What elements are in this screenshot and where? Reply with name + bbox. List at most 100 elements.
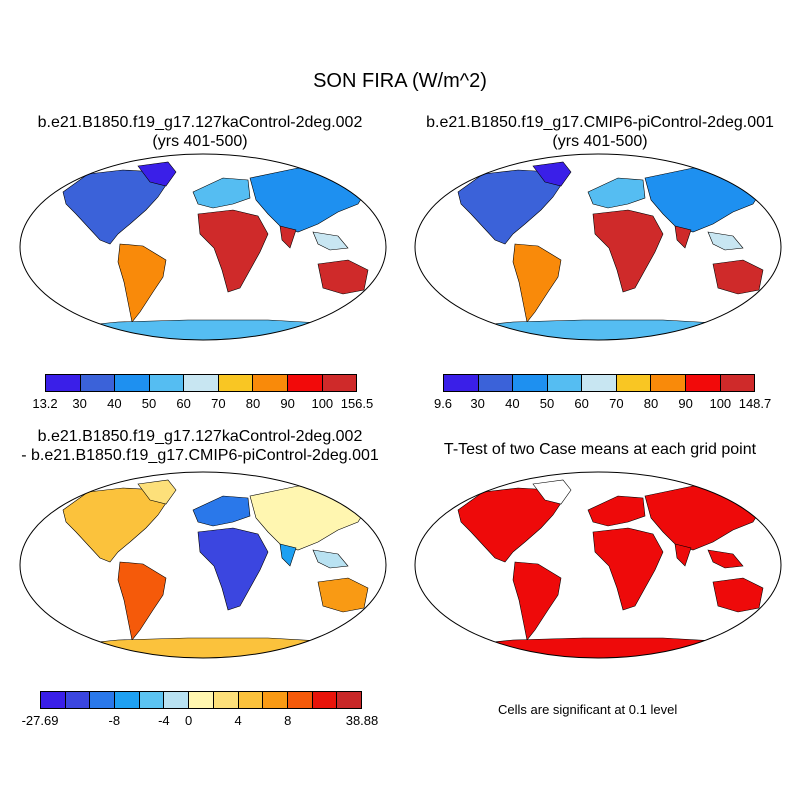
colorbar-label: 30 xyxy=(72,396,87,411)
panel3-title-line1: b.e21.B1850.f19_g17.127kaControl-2deg.00… xyxy=(37,428,363,445)
landmass-greenland xyxy=(137,479,177,505)
colorbar-swatch xyxy=(312,692,338,708)
landmass-europe xyxy=(587,495,646,527)
map-outline xyxy=(19,471,387,659)
panel3-colorbar xyxy=(40,691,362,709)
colorbar-label: 38.88 xyxy=(345,713,379,728)
colorbar-label: 9.6 xyxy=(433,396,453,411)
colorbar-label: 50 xyxy=(141,396,157,411)
colorbar-swatch xyxy=(65,692,91,708)
landmass-northAmerica xyxy=(457,169,564,245)
landmass-southAmerica xyxy=(117,243,167,323)
colorbar-swatch xyxy=(213,692,239,708)
panel1-title-line2: (yrs 401-500) xyxy=(152,133,248,150)
landmass-asia xyxy=(249,167,369,233)
map-outline xyxy=(414,471,782,659)
landmass-africa xyxy=(197,209,269,293)
landmass-northAmerica xyxy=(62,169,169,245)
landmass-southAmerica xyxy=(117,561,167,641)
map-outline xyxy=(19,153,387,341)
colorbar-label: -27.69 xyxy=(21,713,59,728)
colorbar-label: 40 xyxy=(107,396,122,411)
landmass-asia xyxy=(644,485,764,551)
colorbar-label: 4 xyxy=(234,713,242,728)
landmass-seAsia xyxy=(312,231,349,251)
landmass-australia xyxy=(317,259,369,295)
landmass-africa xyxy=(197,527,269,611)
panel2-map xyxy=(414,153,782,341)
landmass-greenland xyxy=(137,161,177,187)
colorbar-label: 100 xyxy=(311,396,334,411)
panel2-title-line1: b.e21.B1850.f19_g17.CMIP6-piControl-2deg… xyxy=(426,114,774,131)
colorbar-swatch xyxy=(685,375,721,391)
landmass-europe xyxy=(587,177,646,209)
panel1-map xyxy=(19,153,387,341)
panel4-title: T-Test of two Case means at each grid po… xyxy=(443,441,757,458)
colorbar-swatch xyxy=(616,375,652,391)
colorbar-swatch xyxy=(218,375,254,391)
colorbar-label: 148.7 xyxy=(738,396,772,411)
landmass-asia xyxy=(644,167,764,233)
landmass-seAsia xyxy=(707,231,744,251)
colorbar-swatch xyxy=(651,375,686,391)
landmass-india xyxy=(674,225,692,249)
landmass-europe xyxy=(192,495,251,527)
colorbar-swatch xyxy=(720,375,755,391)
colorbar-label: 100 xyxy=(709,396,732,411)
colorbar-label: 60 xyxy=(574,396,589,411)
colorbar-label: 40 xyxy=(505,396,520,411)
colorbar-label: 156.5 xyxy=(340,396,374,411)
colorbar-swatch xyxy=(337,692,361,708)
landmass-northAmerica xyxy=(457,487,564,563)
panel1-title-line1: b.e21.B1850.f19_g17.127kaControl-2deg.00… xyxy=(37,114,363,131)
colorbar-swatch xyxy=(46,375,81,391)
colorbar-label: 80 xyxy=(245,396,261,411)
colorbar-label: -8 xyxy=(108,713,121,728)
colorbar-swatch xyxy=(478,375,514,391)
colorbar-swatch xyxy=(238,692,264,708)
landmass-africa xyxy=(592,209,664,293)
panel1-colorbar xyxy=(45,374,357,392)
landmass-greenland xyxy=(532,479,572,505)
colorbar-swatch xyxy=(253,375,288,391)
colorbar-label: 30 xyxy=(470,396,485,411)
colorbar-swatch xyxy=(322,375,357,391)
colorbar-swatch xyxy=(582,375,617,391)
colorbar-swatch xyxy=(513,375,548,391)
colorbar-swatch xyxy=(444,375,479,391)
panel2-colorbar xyxy=(443,374,755,392)
landmass-southAmerica xyxy=(512,243,562,323)
colorbar-label: 70 xyxy=(211,396,226,411)
landmass-australia xyxy=(712,577,764,613)
colorbar-label: 50 xyxy=(539,396,555,411)
colorbar-swatch xyxy=(115,375,150,391)
colorbar-swatch xyxy=(164,692,190,708)
landmass-seAsia xyxy=(312,549,349,569)
colorbar-swatch xyxy=(80,375,116,391)
colorbar-swatch xyxy=(41,692,66,708)
colorbar-label: 13.2 xyxy=(32,396,58,411)
colorbar-label: 90 xyxy=(678,396,693,411)
landmass-southAmerica xyxy=(512,561,562,641)
colorbar-swatch xyxy=(139,692,165,708)
landmass-africa xyxy=(592,527,664,611)
panel4-map xyxy=(414,471,782,659)
colorbar-label: -4 xyxy=(158,713,170,728)
landmass-northAmerica xyxy=(62,487,169,563)
landmass-india xyxy=(674,543,692,567)
colorbar-swatch xyxy=(184,375,219,391)
landmass-asia xyxy=(249,485,369,551)
colorbar-label: 80 xyxy=(643,396,659,411)
colorbar-label: 90 xyxy=(280,396,295,411)
landmass-australia xyxy=(317,577,369,613)
colorbar-swatch xyxy=(189,692,214,708)
colorbar-swatch xyxy=(287,692,313,708)
colorbar-label: 8 xyxy=(284,713,292,728)
landmass-seAsia xyxy=(707,549,744,569)
colorbar-label: 0 xyxy=(184,713,193,728)
colorbar-label: 60 xyxy=(176,396,191,411)
landmass-india xyxy=(279,543,297,567)
figure-title: SON FIRA (W/m^2) xyxy=(313,70,487,92)
colorbar-swatch xyxy=(115,692,140,708)
landmass-india xyxy=(279,225,297,249)
